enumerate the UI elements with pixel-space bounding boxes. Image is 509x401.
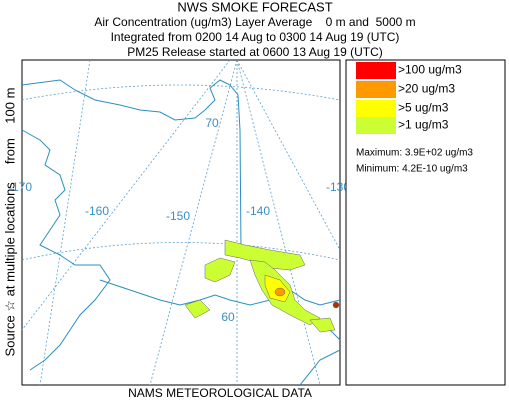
longitude-label: -130 [326,180,350,194]
subtitle: Air Concentration (ug/m3) Layer Average … [94,15,415,29]
source-label: Source ☆ at multiple locations from 100 … [2,88,17,357]
map-frame [21,59,341,386]
legend-label: >1 ug/m3 [398,118,449,132]
legend-label: >100 ug/m3 [398,63,462,77]
longitude-label: -160 [85,204,109,218]
latitude-label: 60 [221,310,235,324]
minimum: Minimum: 4.2E-10 ug/m3 [356,164,468,175]
legend: >100 ug/m3 >20 ug/m3 >5 ug/m3 >1 ug/m3 [356,62,462,134]
longitude-label: -170 [8,180,32,194]
legend-swatch [356,62,396,79]
maximum: Maximum: 3.9E+02 ug/m3 [356,148,473,159]
latitude-label: 70 [205,116,219,130]
title: NWS SMOKE FORECAST [177,0,332,14]
legend-swatch [356,100,396,117]
smoke-plume [184,239,340,333]
legend-swatch [356,117,396,134]
legend-swatch [356,81,396,98]
footer: NAMS METEOROLOGICAL DATA [128,386,312,400]
subtitle: PM25 Release started at 0600 13 Aug 19 (… [127,45,382,59]
longitude-label: -150 [166,209,190,223]
longitude-label: -140 [246,204,270,218]
graticule [21,59,341,386]
legend-label: >20 ug/m3 [398,82,455,96]
subtitle: Integrated from 0200 14 Aug to 0300 14 A… [111,30,400,44]
legend-label: >5 ug/m3 [398,101,449,115]
